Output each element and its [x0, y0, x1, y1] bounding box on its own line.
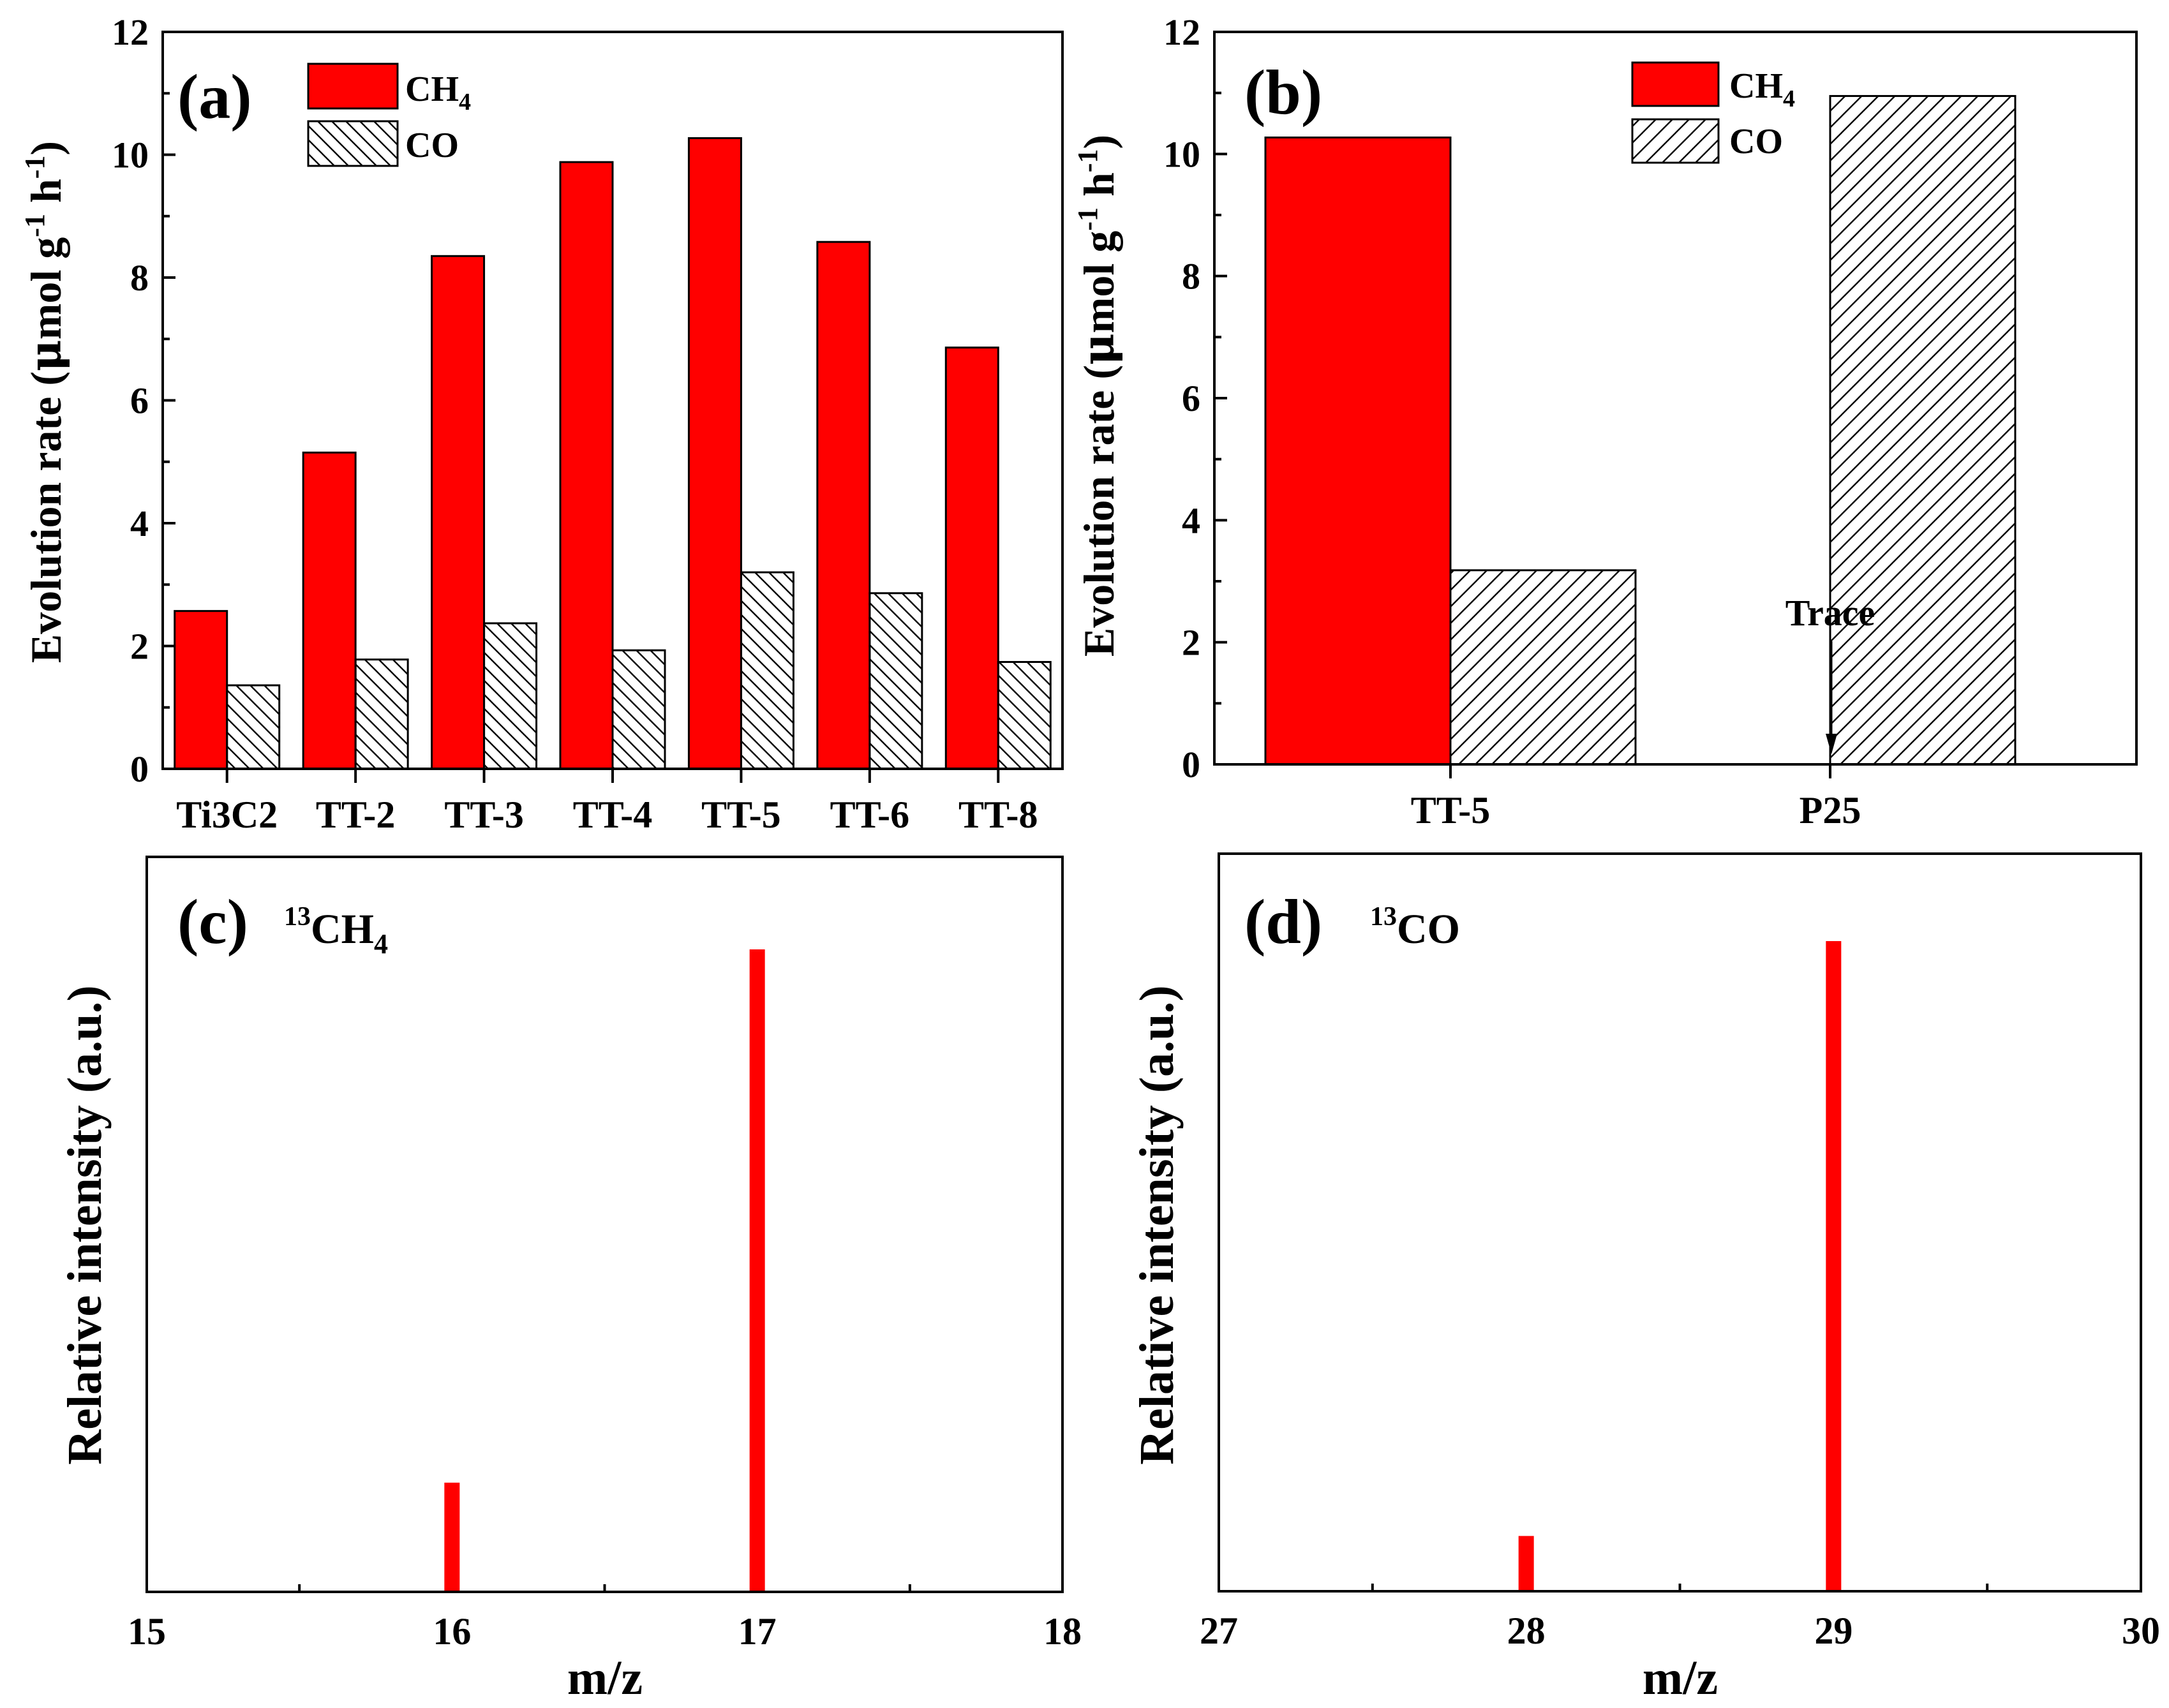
plot-frame-c — [145, 856, 1064, 1593]
x-tick-labels-d: 27 28 29 30 — [1200, 1610, 2160, 1652]
y-tick-label-6: 6 — [130, 380, 149, 422]
x-tick-label-30: 30 — [2122, 1610, 2160, 1652]
x-tick-labels-a: Ti3C2 TT-2 TT-3 TT-4 TT-5 TT-6 TT-8 — [176, 794, 1038, 836]
bar-co-p25 — [1829, 94, 2016, 766]
y-tick-label-8: 8 — [130, 257, 149, 299]
x-tick-label-15: 15 — [128, 1610, 166, 1652]
bar-co-tt-3 — [483, 622, 538, 770]
legend-label-co-b: CO — [1729, 122, 1783, 161]
legend-swatch-co-b — [1631, 118, 1720, 164]
x-tick-label-tt-8: TT-8 — [958, 794, 1038, 836]
bar-ch4-tt-5 — [1264, 137, 1452, 766]
chart-title-d: 13CO — [1370, 902, 1460, 953]
panel-c: 15 16 17 18 (c) 13CH4 Relative intensity (a… — [58, 856, 1082, 1705]
y-tick-label-2: 2 — [130, 626, 149, 667]
bar-ch4-tt-2 — [302, 451, 357, 770]
x-tick-labels-b: TT-5 P25 — [1411, 789, 1861, 831]
y-axis-label-a: Evolution rate (μmol g-1 h-1) — [19, 141, 71, 663]
plot-frame-d — [1218, 852, 2142, 1593]
plot-frame-a — [161, 31, 1064, 770]
x-tick-label-29: 29 — [1814, 1610, 1852, 1652]
x-axis-c — [145, 1578, 1064, 1592]
trace-arrow-head — [1826, 734, 1837, 754]
legend-swatch-ch4-b — [1631, 61, 1720, 107]
bar-ch4-tt-4 — [559, 161, 614, 770]
legend-swatch-ch4-a — [307, 63, 399, 110]
x-tick-label-p25: P25 — [1800, 789, 1861, 831]
x-tick-label-17: 17 — [738, 1610, 777, 1652]
bar-ch4-tt-5 — [687, 137, 742, 770]
bar-co-tt-8 — [997, 661, 1052, 770]
x-axis-label-c: m/z — [567, 1651, 643, 1705]
plot-frame-b — [1213, 31, 2138, 766]
panel-label-a: (a) — [177, 61, 252, 132]
peak-mz-28 — [1518, 1536, 1534, 1591]
x-tick-label-tt-2: TT-2 — [316, 794, 396, 836]
y-tick-label-8: 8 — [1182, 256, 1200, 297]
bar-co-tt-6 — [868, 592, 923, 770]
panel-label-c: (c) — [177, 886, 248, 957]
trace-annotation: Trace — [1785, 592, 1875, 754]
bars-b — [1264, 94, 2016, 766]
y-axis-label-c: Relative intensity (a.u.) — [58, 985, 112, 1464]
x-tick-label-ti3c2: Ti3C2 — [176, 794, 278, 836]
legend-swatch-co-a — [307, 120, 399, 167]
trace-label: Trace — [1785, 592, 1875, 634]
bar-ch4-tt-8 — [944, 346, 999, 770]
peak-mz-16 — [444, 1482, 460, 1592]
x-axis-label-d: m/z — [1643, 1651, 1718, 1705]
panel-b: 0 2 4 6 8 10 12 TT-5 P25 (b) CH4 CO Evolution r… — [1072, 11, 2138, 831]
x-tick-label-tt-4: TT-4 — [573, 794, 653, 836]
x-tick-label-28: 28 — [1507, 1610, 1546, 1652]
x-tick-labels-c: 15 16 17 18 — [128, 1610, 1082, 1652]
panel-d: 27 28 29 30 (d) 13CO Relative intensity (a.… — [1130, 852, 2160, 1705]
y-axis-label-b: Evolution rate (μmol g-1 h-1) — [1072, 135, 1124, 657]
y-axis-label-d: Relative intensity (a.u.) — [1130, 985, 1184, 1464]
chart-title-c: 13CH4 — [284, 902, 388, 960]
y-tick-label-4: 4 — [130, 503, 149, 544]
x-tick-label-16: 16 — [433, 1610, 471, 1652]
bar-ch4-ti3c2 — [174, 610, 228, 770]
panel-label-d: (d) — [1244, 886, 1322, 957]
x-tick-label-tt-5: TT-5 — [1411, 789, 1491, 831]
x-tick-label-tt-5: TT-5 — [701, 794, 781, 836]
y-tick-label-0: 0 — [1182, 744, 1200, 785]
bar-ch4-tt-6 — [816, 241, 871, 770]
peak-mz-17 — [749, 949, 765, 1592]
y-tick-label-10: 10 — [1163, 133, 1200, 175]
y-tick-labels-b: 0 2 4 6 8 10 12 — [1163, 11, 1200, 785]
x-tick-label-27: 27 — [1200, 1610, 1238, 1652]
y-tick-label-12: 12 — [1163, 11, 1200, 53]
bar-co-tt-4 — [611, 649, 666, 770]
peaks-c — [444, 949, 765, 1592]
legend-label-ch4-a: CH4 — [405, 70, 471, 115]
x-tick-label-tt-6: TT-6 — [830, 794, 910, 836]
x-tick-label-tt-3: TT-3 — [444, 794, 524, 836]
y-tick-label-0: 0 — [130, 748, 149, 790]
y-tick-label-10: 10 — [112, 135, 149, 176]
peak-mz-29 — [1826, 941, 1842, 1591]
legend-b: CH4 CO — [1631, 61, 1795, 164]
legend-label-co-a: CO — [405, 126, 459, 165]
y-tick-labels-a: 0 2 4 6 8 10 12 — [112, 11, 149, 790]
peaks-d — [1518, 941, 1842, 1591]
y-tick-label-6: 6 — [1182, 378, 1200, 419]
bar-co-tt-5 — [740, 571, 794, 770]
x-tick-label-18: 18 — [1043, 1610, 1082, 1652]
panel-label-b: (b) — [1244, 57, 1322, 128]
y-tick-label-12: 12 — [112, 11, 149, 53]
legend-a: CH4 CO — [307, 63, 471, 167]
bars-a — [174, 137, 1052, 770]
y-tick-label-4: 4 — [1182, 500, 1200, 541]
bar-co-ti3c2 — [226, 684, 281, 770]
legend-label-ch4-b: CH4 — [1729, 66, 1795, 112]
bar-ch4-tt-3 — [431, 255, 486, 770]
bar-co-tt-5 — [1449, 569, 1637, 766]
bar-co-tt-2 — [354, 658, 409, 770]
x-axis-d — [1218, 1577, 2142, 1591]
y-tick-label-2: 2 — [1182, 622, 1200, 664]
